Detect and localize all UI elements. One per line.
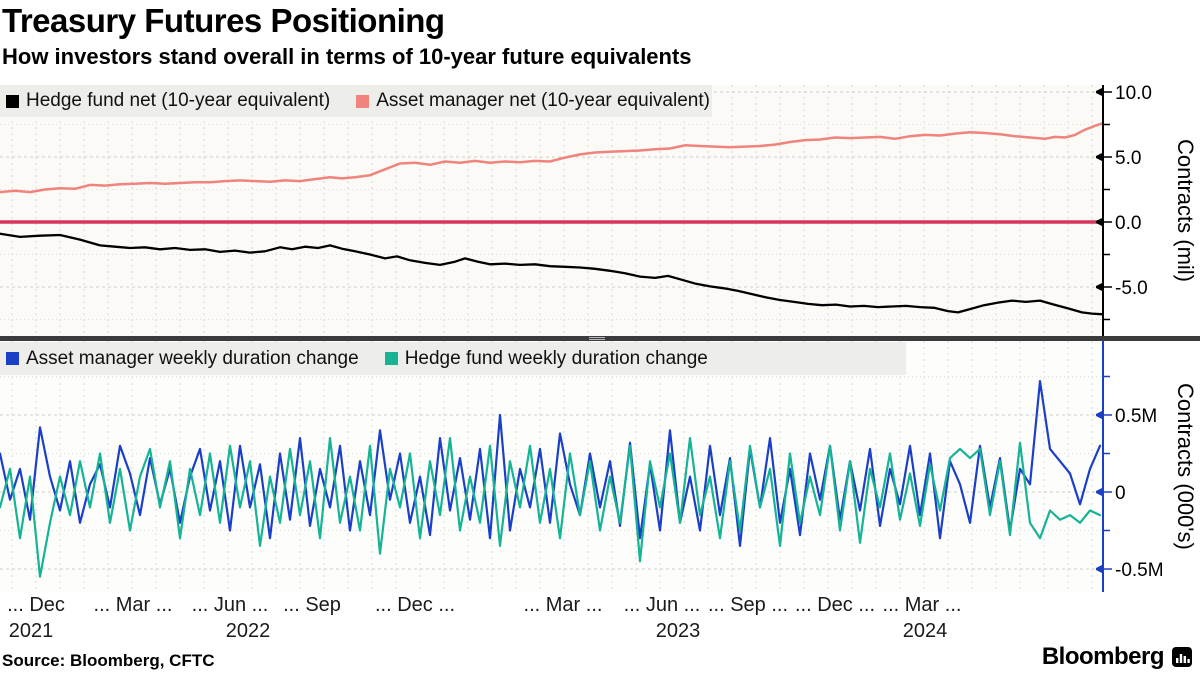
x-axis-year-labels: 2021 2022 2023 2024 [0,620,1104,644]
x-axis-month-labels: ... Dec ... Mar ... ... Jun ... ... Sep ... … [0,594,1104,618]
x-axis-year-label: 2024 [902,620,948,642]
x-axis-year-label: 2022 [225,620,271,642]
top-plot-area[interactable] [0,85,1104,337]
x-axis-month-label: ... Sep ... [707,594,789,616]
bottom-y-axis-title: Contracts (000's) [1173,383,1198,550]
y-tick-label: -5.0 [1115,278,1148,299]
top-y-axis-title: Contracts (mil) [1173,139,1198,283]
source-note: Source: Bloomberg, CFTC [2,651,215,670]
x-axis-month-label: ... Sep [283,594,341,616]
x-axis-month-label: ... Dec ... [794,594,876,616]
legend-label: Hedge fund net (10-year equivalent) [26,90,331,111]
bottom-plot-area[interactable] [0,341,1104,592]
y-tick-label: 5.0 [1115,148,1141,169]
legend-item-asset-manager-net[interactable]: Asset manager net (10-year equivalent) [356,90,710,112]
top-y-axis: 10.0 5.0 0.0 -5.0 [1096,85,1152,337]
asset-manager-net-swatch-icon [356,94,370,108]
legend-label: Hedge fund weekly duration change [404,347,708,369]
page-subtitle: How investors stand overall in terms of … [2,44,692,69]
legend-item-am-duration-change[interactable]: Asset manager weekly duration change [6,348,359,370]
legend-label: Asset manager net (10-year equivalent) [376,90,710,111]
legend-item-hedge-fund-net[interactable]: Hedge fund net (10-year equivalent) [6,90,330,112]
y-tick-label: 0 [1115,483,1126,504]
series-line-1 [0,436,1102,578]
y-tick-label: 0.5M [1115,406,1157,427]
axis-arrow-icon [1096,410,1103,420]
y-tick-label: 0.0 [1115,213,1141,234]
y-tick-label: -0.5M [1115,560,1164,581]
axis-arrow-icon [1096,487,1103,497]
x-axis-year-label: 2021 [8,620,54,642]
bottom-legend: Asset manager weekly duration change Hed… [0,342,906,375]
hf-duration-swatch-icon [384,352,398,365]
x-axis-month-label: ... Dec [7,594,65,616]
panel-resize-handle[interactable] [0,336,1200,341]
legend-label: Asset manager weekly duration change [26,347,359,369]
page-title: Treasury Futures Positioning [2,2,445,39]
bloomberg-chart-icon [1172,647,1192,667]
y-tick-label: 10.0 [1115,85,1152,104]
axis-arrow-icon [1096,564,1103,574]
legend-item-hf-duration-change[interactable]: Hedge fund weekly duration change [384,347,708,370]
bloomberg-logo: Bloomberg [1042,643,1192,671]
bottom-y-axis: 0.5M 0 -0.5M [1096,341,1164,592]
top-legend: Hedge fund net (10-year equivalent) Asse… [0,85,712,117]
series-line-1 [0,121,1104,194]
am-duration-swatch-icon [6,352,19,365]
axis-arrow-icon [1096,152,1103,162]
x-axis-month-label: ... Mar ... [93,594,173,616]
hedge-fund-net-swatch-icon [6,94,19,108]
axis-arrow-icon [1096,217,1103,227]
x-axis-month-label: ... Jun ... [191,594,269,616]
bloomberg-wordmark: Bloomberg [1041,643,1165,670]
x-axis-month-label: ... Jun ... [623,594,701,616]
x-axis-year-label: 2023 [655,620,701,642]
series-line-0 [0,232,1104,316]
resize-grip-icon [589,337,605,340]
axis-arrow-icon [1096,87,1103,97]
x-axis-month-label: ... Mar ... [523,594,603,616]
x-axis-month-label: ... Mar ... [882,594,962,616]
x-axis-month-label: ... Dec ... [374,594,456,616]
axis-arrow-icon [1096,282,1103,292]
